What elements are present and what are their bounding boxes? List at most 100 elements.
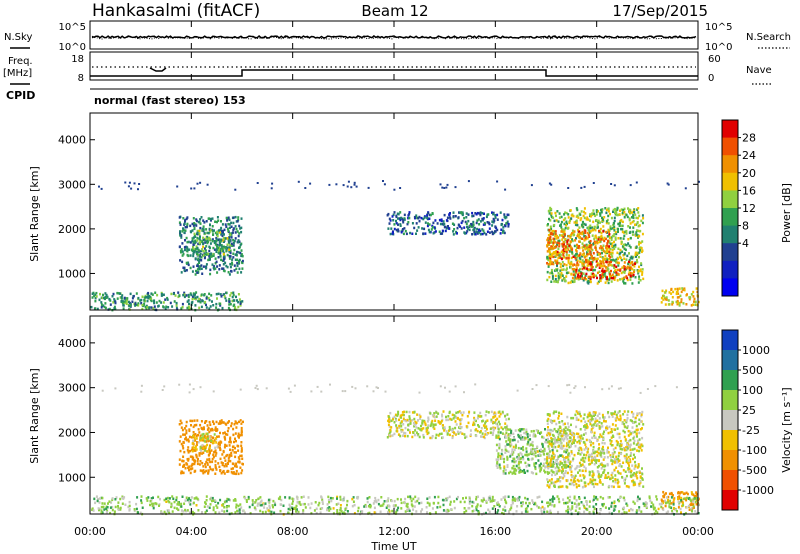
cell: [388, 510, 391, 513]
cell: [200, 438, 203, 442]
cell: [221, 462, 224, 465]
cell: [388, 434, 391, 437]
cell: [400, 425, 403, 428]
cell: [583, 185, 586, 188]
cell: [202, 451, 205, 454]
cell: [458, 410, 461, 413]
cell: [623, 247, 626, 251]
cell: [624, 477, 627, 480]
cell: [495, 458, 498, 461]
cell: [584, 467, 587, 470]
cell: [630, 410, 633, 414]
cell: [519, 451, 522, 455]
cell: [411, 419, 414, 422]
cell: [465, 212, 468, 215]
cell: [146, 299, 149, 303]
cell: [594, 246, 597, 249]
cell: [476, 232, 479, 235]
cell: [232, 427, 235, 431]
cell: [632, 479, 635, 482]
cell: [641, 268, 644, 271]
cell: [610, 456, 612, 459]
cell: [577, 273, 580, 276]
cell: [622, 469, 625, 472]
cell: [532, 471, 535, 475]
cell: [610, 253, 613, 256]
cell: [598, 459, 600, 462]
cell: [637, 445, 640, 449]
cell: [634, 251, 637, 255]
cell: [563, 431, 566, 435]
cell: [588, 419, 591, 423]
cell: [615, 213, 618, 217]
cell: [678, 495, 681, 498]
cell: [583, 476, 586, 480]
cell: [593, 414, 595, 417]
cell: [202, 439, 205, 442]
cell: [557, 466, 560, 469]
cell: [626, 417, 629, 420]
cell: [505, 426, 508, 429]
cell: [588, 248, 591, 251]
cell: [695, 492, 698, 496]
cell: [622, 208, 625, 212]
cell: [672, 501, 675, 504]
cell: [208, 435, 211, 439]
cell: [610, 436, 613, 439]
cell: [102, 304, 105, 307]
cell: [558, 500, 561, 504]
cell: [201, 227, 204, 231]
cell: [426, 497, 429, 500]
cell: [621, 211, 624, 215]
cell: [129, 304, 132, 307]
cell: [518, 471, 521, 474]
nave-dip: [149, 67, 167, 72]
cell: [473, 423, 476, 426]
cell: [575, 219, 578, 222]
cell: [639, 476, 642, 479]
cell: [611, 273, 614, 277]
cell: [228, 453, 231, 457]
cell: [570, 478, 573, 482]
cell: [555, 219, 558, 222]
cell: [672, 503, 675, 506]
cell: [552, 252, 555, 255]
cell: [624, 248, 627, 252]
cell: [482, 229, 485, 232]
cell: [585, 423, 588, 426]
cell: [520, 511, 523, 514]
cell: [600, 260, 602, 263]
cell: [550, 280, 553, 283]
cell: [196, 268, 199, 271]
cell: [631, 257, 634, 260]
cell: [554, 461, 557, 465]
cell: [228, 241, 231, 244]
cell: [185, 269, 188, 272]
cell: [511, 448, 514, 451]
cell: [223, 295, 226, 298]
cell: [617, 237, 620, 240]
cell: [448, 433, 451, 437]
cell: [218, 268, 221, 271]
cell: [226, 265, 229, 269]
cell: [147, 291, 150, 295]
cell: [400, 231, 403, 234]
cell: [557, 469, 560, 473]
cell: [235, 462, 238, 465]
cell: [460, 221, 463, 225]
cell: [353, 512, 356, 515]
cell: [597, 448, 600, 451]
cell: [232, 433, 235, 437]
cell: [189, 455, 192, 458]
cell: [556, 440, 559, 444]
cell: [507, 222, 510, 226]
cell: [452, 211, 455, 214]
cell: [601, 273, 604, 276]
cell: [588, 500, 591, 503]
cell: [196, 295, 199, 299]
cell: [632, 412, 635, 416]
cell: [595, 424, 598, 427]
cell: [513, 438, 516, 442]
cell: [620, 465, 623, 468]
cell: [562, 235, 565, 239]
